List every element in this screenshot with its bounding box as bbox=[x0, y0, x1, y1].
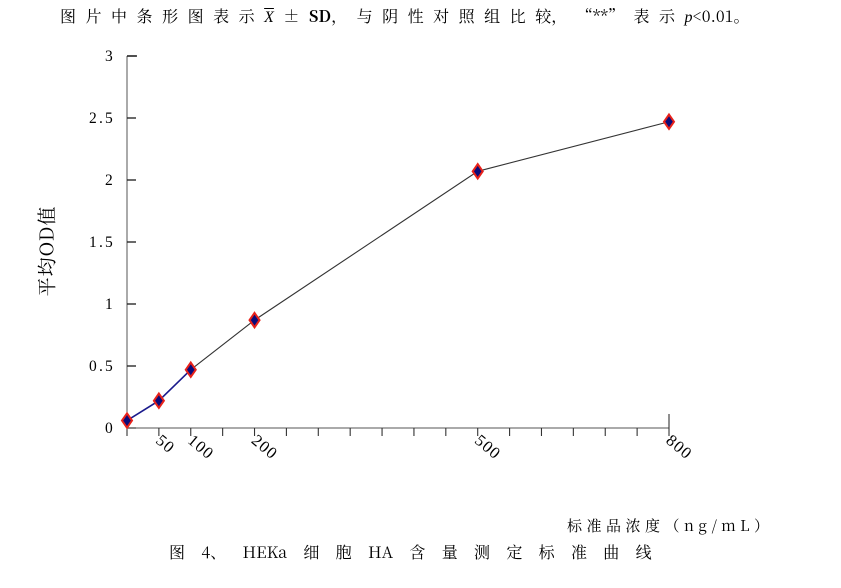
svg-text:1: 1 bbox=[105, 296, 115, 313]
svg-text:1.5: 1.5 bbox=[89, 234, 115, 251]
svg-text:500: 500 bbox=[471, 431, 505, 464]
svg-text:2: 2 bbox=[105, 172, 115, 189]
svg-text:0: 0 bbox=[105, 420, 115, 437]
svg-text:800: 800 bbox=[662, 431, 696, 464]
svg-text:3: 3 bbox=[105, 48, 115, 65]
svg-text:2.5: 2.5 bbox=[89, 110, 115, 127]
svg-text:100: 100 bbox=[184, 431, 218, 464]
svg-text:50: 50 bbox=[152, 431, 179, 458]
svg-text:200: 200 bbox=[248, 431, 282, 464]
svg-text:0.5: 0.5 bbox=[89, 358, 115, 375]
